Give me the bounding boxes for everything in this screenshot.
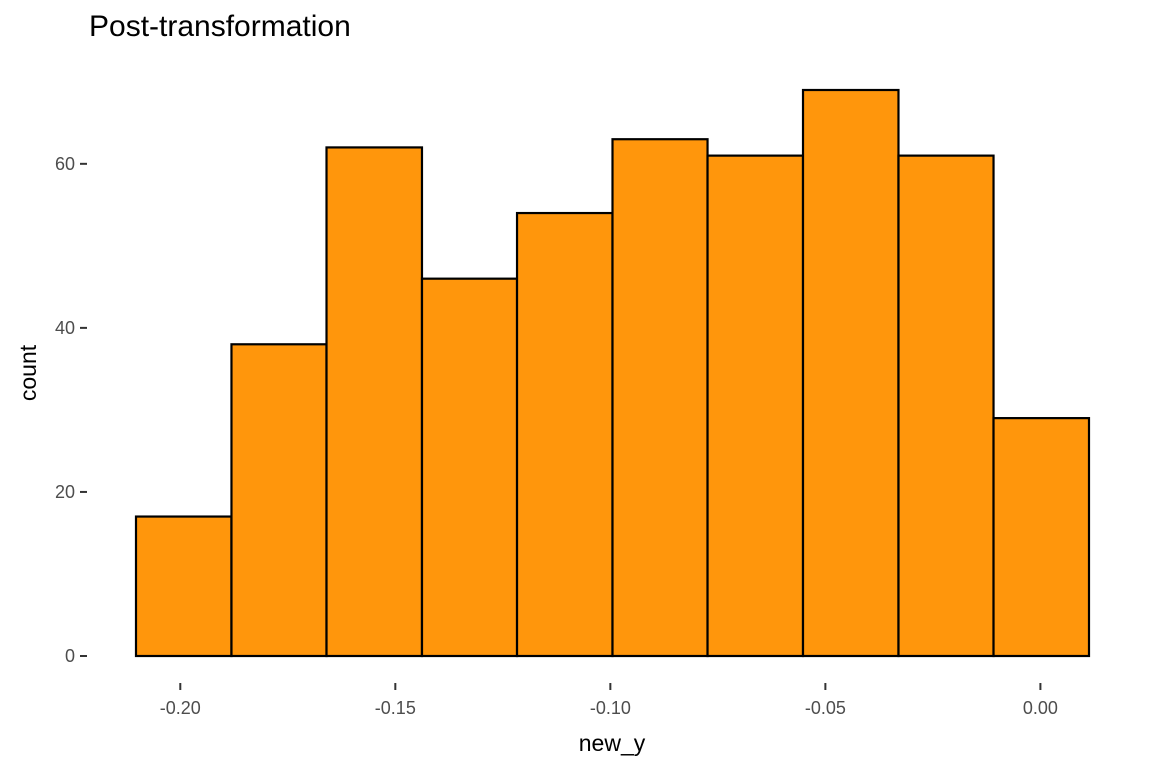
bars-group bbox=[134, 88, 1091, 658]
chart-title: Post-transformation bbox=[89, 10, 351, 43]
y-axis: 0 20 40 60 bbox=[55, 154, 87, 666]
histogram-bar-9 bbox=[992, 417, 1091, 658]
y-tick-label: 0 bbox=[65, 646, 75, 666]
y-tick-label: 20 bbox=[55, 482, 75, 502]
y-tick-label: 40 bbox=[55, 318, 75, 338]
histogram-bar-8 bbox=[897, 154, 995, 658]
histogram-bar-6 bbox=[706, 154, 805, 658]
histogram-bar-1 bbox=[230, 343, 328, 658]
histogram-bar-3 bbox=[420, 277, 519, 658]
histogram-bar-2 bbox=[325, 146, 424, 658]
y-tick-label: 60 bbox=[55, 154, 75, 174]
x-axis-title: new_y bbox=[579, 730, 646, 756]
x-tick-label: -0.15 bbox=[375, 698, 416, 718]
x-tick-label: -0.10 bbox=[590, 698, 631, 718]
histogram-bar-4 bbox=[515, 211, 614, 658]
y-axis-title: count bbox=[15, 344, 41, 401]
histogram-bar-5 bbox=[611, 138, 709, 658]
x-tick-label: -0.05 bbox=[805, 698, 846, 718]
x-axis: -0.20 -0.15 -0.10 -0.05 0.00 bbox=[160, 683, 1058, 718]
x-tick-label: 0.00 bbox=[1023, 698, 1058, 718]
histogram-bar-0 bbox=[134, 515, 233, 658]
histogram-bar-7 bbox=[801, 88, 900, 658]
x-tick-label: -0.20 bbox=[160, 698, 201, 718]
